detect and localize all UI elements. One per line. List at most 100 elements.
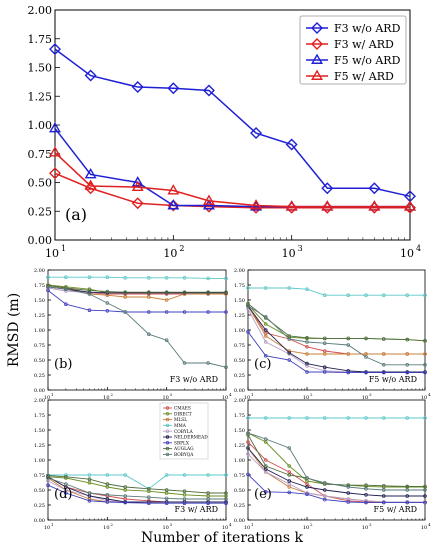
data-point <box>321 182 334 195</box>
y-tick-label: 0.25 <box>234 503 245 509</box>
data-point <box>287 446 292 450</box>
series-line-sbplx <box>47 484 226 504</box>
data-point <box>346 352 351 356</box>
y-tick-label: 2.00 <box>34 268 45 274</box>
series-line-bobyqa <box>247 305 425 366</box>
data-point <box>105 473 110 477</box>
x-tick-label: 10 <box>162 525 168 531</box>
data-point <box>123 310 127 314</box>
x-tick-label: 10 <box>222 395 228 401</box>
data-point <box>322 416 327 420</box>
y-tick-label: 1.00 <box>234 328 245 334</box>
panel-c: 0.000.250.500.751.001.251.501.752.001011… <box>234 268 431 401</box>
data-point <box>46 275 50 280</box>
data-point <box>147 295 151 299</box>
data-point <box>131 176 144 187</box>
legend-entry: F3 w/ ARD <box>334 38 394 51</box>
data-point <box>167 82 180 95</box>
x-tick-exponent: 1 <box>51 522 54 527</box>
x-tick-label: 10 <box>282 247 296 260</box>
data-point <box>364 500 368 505</box>
data-point <box>263 437 268 441</box>
data-point <box>87 498 92 503</box>
x-tick-exponent: 3 <box>369 392 372 397</box>
data-point <box>49 146 61 157</box>
data-point <box>381 500 386 505</box>
data-point <box>206 501 210 506</box>
data-point <box>49 167 61 180</box>
legend-marker <box>165 412 170 416</box>
y-tick-label: 1.75 <box>34 413 45 419</box>
data-point <box>167 199 180 210</box>
y-tick-label: 0.50 <box>28 177 53 190</box>
data-point <box>206 276 210 281</box>
legend-marker <box>165 452 170 457</box>
y-tick-label: 0.00 <box>34 388 45 394</box>
data-point <box>381 352 386 356</box>
data-point <box>246 472 250 477</box>
data-point <box>246 431 250 435</box>
data-point <box>147 290 151 295</box>
series-line-cobyla <box>247 308 425 373</box>
data-point <box>381 362 386 367</box>
legend-entry: MMA <box>174 424 187 429</box>
series-line-cobyla <box>247 453 425 503</box>
data-point <box>263 314 268 319</box>
y-tick-label: 2.00 <box>34 398 45 404</box>
legend-entry: CMAES <box>174 407 191 412</box>
data-point <box>147 275 151 280</box>
data-point <box>64 287 68 292</box>
panel-caption: F3 w/o ARD <box>170 375 218 384</box>
y-tick-label: 1.00 <box>234 458 245 464</box>
series-line-mlsl <box>247 305 425 355</box>
data-point <box>346 416 351 420</box>
x-tick-label: 10 <box>44 525 50 531</box>
data-point <box>405 484 410 489</box>
legend-entry: SBPLX <box>174 441 190 446</box>
data-point <box>164 290 169 295</box>
y-tick-label: 0.25 <box>34 503 45 509</box>
data-point <box>147 486 151 491</box>
series-line-neldermead <box>47 476 226 503</box>
y-tick-label: 1.25 <box>234 443 245 449</box>
data-point <box>123 485 127 489</box>
y-axis-label: RMSD (m) <box>6 293 22 367</box>
panel-label: (c) <box>254 357 271 372</box>
data-point <box>287 350 292 355</box>
y-tick-label: 1.75 <box>28 33 53 46</box>
data-point <box>305 476 309 480</box>
data-point <box>224 473 228 477</box>
data-point <box>381 370 386 375</box>
data-point <box>322 336 327 341</box>
data-point <box>87 292 92 296</box>
data-point <box>322 494 327 498</box>
legend-marker <box>311 53 323 64</box>
x-tick-label: 10 <box>362 525 368 531</box>
y-tick-label: 2.00 <box>234 268 245 274</box>
data-point <box>364 336 368 341</box>
data-point <box>164 501 169 506</box>
legend-marker <box>165 406 170 410</box>
panel-label: (d) <box>54 487 72 502</box>
data-point <box>246 286 250 290</box>
data-point <box>246 440 250 444</box>
data-point <box>405 488 410 492</box>
y-tick-label: 0.00 <box>28 234 53 247</box>
y-tick-label: 1.75 <box>234 283 245 289</box>
data-point <box>346 370 351 375</box>
data-point <box>49 122 61 133</box>
y-tick-label: 1.50 <box>28 62 53 75</box>
data-point <box>322 480 327 485</box>
x-tick-exponent: 1 <box>251 392 254 397</box>
legend-entry: F5 w/ ARD <box>334 70 394 83</box>
data-point <box>64 482 68 486</box>
data-point <box>287 286 292 290</box>
data-point <box>64 275 68 280</box>
x-tick-exponent: 3 <box>170 392 173 397</box>
data-point <box>224 501 228 506</box>
data-point <box>405 352 410 356</box>
data-point <box>123 275 127 280</box>
data-point <box>147 495 151 500</box>
data-point <box>305 416 309 420</box>
x-tick-label: 10 <box>421 525 427 531</box>
